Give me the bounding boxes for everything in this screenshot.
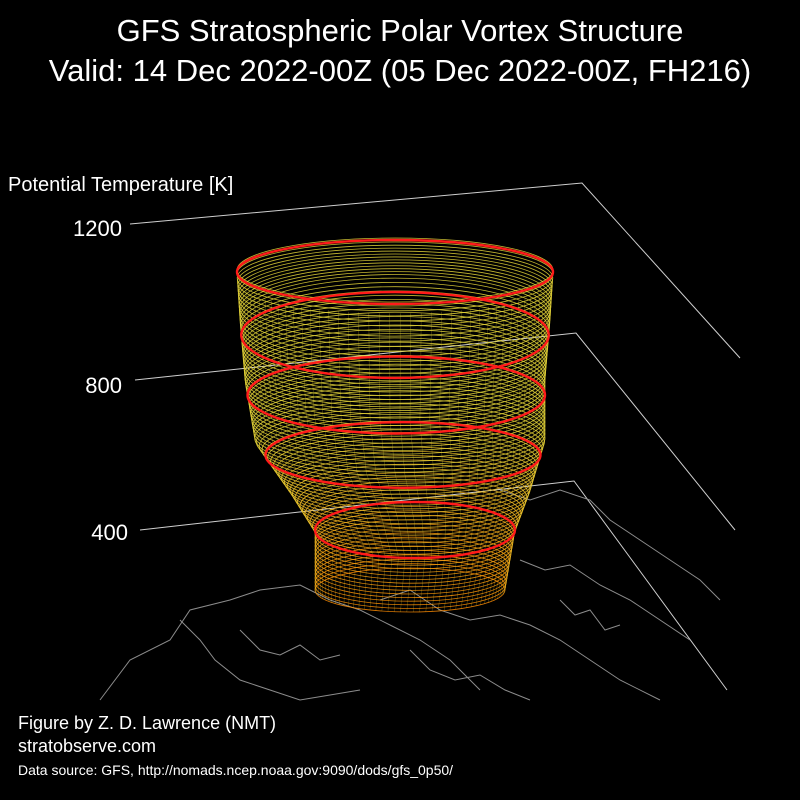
vortex-contour-line	[237, 253, 553, 327]
figure-credit: Figure by Z. D. Lawrence (NMT)	[18, 713, 277, 733]
vortex-shell-line	[259, 296, 330, 602]
vortex-shell-line	[449, 310, 462, 611]
vortex-shell-line	[443, 311, 454, 611]
vortex-shell-line	[242, 288, 319, 596]
vortex-shell-line	[429, 312, 439, 612]
coastline	[239, 629, 341, 661]
vortex-shell-line	[491, 296, 531, 602]
vortex-contour-line	[236, 244, 554, 312]
vortex-shell-line	[379, 313, 406, 612]
vortex-shell-line	[399, 313, 419, 613]
vortex-highlight-contour	[264, 421, 542, 490]
vortex-shell-line	[319, 309, 368, 610]
vortex-shell-line	[475, 303, 505, 606]
vortex-highlight-contour	[235, 238, 555, 306]
coastline	[99, 584, 481, 701]
coastline-map	[99, 489, 721, 701]
vortex-shell-line	[277, 302, 342, 605]
vortex-contour-line	[314, 563, 507, 609]
vortex-shell-line	[254, 294, 326, 600]
vortex-shell-line	[301, 306, 356, 608]
z-tick-label: 1200	[73, 216, 122, 241]
vortex-shell-line	[484, 300, 519, 604]
vortex-shell-line	[293, 305, 351, 607]
vortex-contour-line	[248, 363, 546, 441]
vortex-shell-line	[338, 311, 380, 611]
vortex-contour-line	[238, 268, 552, 352]
vortex-shell-line	[271, 300, 337, 604]
vortex-shell-line	[419, 312, 432, 612]
vortex-shell-line	[358, 312, 393, 612]
vortex-shell-line	[245, 290, 321, 598]
vortex-shell-line	[249, 292, 324, 599]
axis-grid-line	[129, 182, 741, 359]
vortex-shell-line	[455, 309, 471, 610]
vortex-shell-line	[409, 313, 426, 612]
vortex-shell-line	[488, 298, 526, 603]
website-text: stratobserve.com	[18, 736, 157, 756]
vortex-shell-line	[497, 292, 541, 599]
chart-subtitle: Valid: 14 Dec 2022-00Z (05 Dec 2022-00Z,…	[48, 53, 752, 88]
vortex-shell-line	[466, 306, 489, 608]
coastline	[559, 599, 621, 631]
vortex-contour-line	[239, 271, 551, 357]
z-tick-label: 400	[91, 520, 128, 545]
coastline	[179, 619, 361, 701]
vortex-shell-line	[471, 305, 497, 607]
vortex-shell-line	[389, 313, 412, 613]
vortex-shell-line	[437, 311, 446, 612]
axis-grid-lines	[129, 182, 741, 691]
vortex-highlight-contours	[235, 238, 555, 560]
vortex-shell-line	[480, 302, 513, 605]
vortex-shell-line	[285, 303, 346, 606]
vortex-shell-line	[348, 311, 386, 612]
vortex-contour-line	[239, 274, 551, 362]
axis-grid-line	[139, 480, 728, 691]
vortex-highlight-contour	[246, 355, 547, 435]
chart-title: GFS Stratospheric Polar Vortex Structure	[116, 13, 684, 48]
z-tick-label: 800	[85, 373, 122, 398]
vortex-highlight-contour	[240, 290, 550, 380]
data-source-text: Data source: GFS, http://nomads.ncep.noa…	[18, 762, 454, 778]
vortex-highlight-contour	[313, 500, 517, 560]
coastline	[519, 559, 691, 641]
vortex-shell-line	[368, 312, 399, 612]
coastline	[499, 489, 721, 601]
vortex-shell-line	[460, 308, 480, 609]
vortex-shell-line	[310, 308, 362, 609]
coastline	[379, 589, 661, 701]
vortex-shell-line	[264, 298, 333, 603]
vortex-shell-line	[501, 288, 548, 596]
vortex-shell-line	[328, 310, 374, 611]
vortex-shell-line	[502, 286, 550, 595]
coastline	[409, 649, 531, 701]
vortex-shell-line	[240, 286, 318, 595]
z-axis-label: Potential Temperature [K]	[8, 174, 234, 196]
vortex-shell-line	[494, 294, 536, 600]
